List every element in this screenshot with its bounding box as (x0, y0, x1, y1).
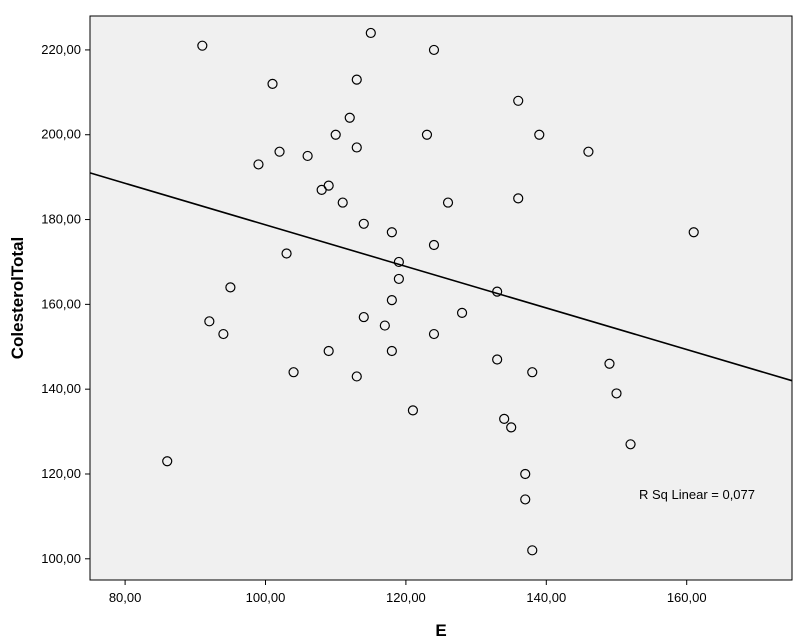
data-point (253, 159, 264, 170)
y-axis: 100,00 120,00 140,00 160,00 180,00 200,00 220,… (41, 42, 90, 566)
data-point (204, 316, 215, 327)
data-point (442, 197, 454, 208)
data-point (625, 439, 636, 450)
data-point (218, 328, 229, 340)
y-tick-label: 100,00 (41, 551, 81, 566)
data-point (351, 142, 362, 153)
data-point (393, 256, 404, 268)
fit-line-group (89, 172, 793, 382)
data-point (456, 307, 468, 318)
data-point (527, 545, 538, 556)
data-point (583, 146, 594, 157)
y-axis-title: ColesterolTotal (8, 237, 27, 359)
plot-area (89, 15, 793, 581)
x-tick-label: 80,00 (109, 590, 142, 605)
data-point (323, 180, 334, 191)
data-point (274, 146, 285, 157)
data-point (351, 74, 362, 85)
data-points (162, 27, 699, 556)
data-point (351, 371, 362, 382)
data-point (225, 282, 236, 293)
data-point (288, 367, 299, 378)
annotation-r-squared: R Sq Linear = 0,077 (639, 487, 755, 502)
data-point (386, 227, 397, 238)
data-point (506, 422, 517, 433)
data-point (513, 95, 524, 106)
data-point (428, 328, 440, 340)
data-point (386, 295, 397, 306)
data-point (379, 320, 390, 331)
x-axis-title: E (435, 621, 446, 640)
y-tick-label: 160,00 (41, 296, 81, 311)
data-point (604, 358, 615, 369)
data-point (337, 197, 348, 208)
data-point (499, 413, 510, 424)
data-point (492, 354, 503, 365)
data-point (527, 367, 538, 378)
x-tick-label: 120,00 (386, 590, 426, 605)
y-tick-label: 200,00 (41, 127, 81, 142)
data-point (492, 286, 503, 297)
data-point (365, 27, 376, 39)
data-point (520, 494, 531, 505)
y-tick-label: 140,00 (41, 381, 81, 396)
x-tick-label: 140,00 (526, 590, 566, 605)
y-tick-label: 120,00 (41, 466, 81, 481)
data-point (281, 248, 292, 259)
y-tick-label: 180,00 (41, 212, 81, 227)
data-point (358, 311, 369, 323)
x-tick-label: 160,00 (667, 590, 707, 605)
data-point (407, 405, 419, 416)
y-tick-label: 220,00 (41, 42, 81, 57)
data-point (428, 44, 440, 56)
x-axis: 80,00 100,00 120,00 140,00 160,00 (109, 580, 707, 605)
data-point (611, 388, 622, 399)
data-point (323, 345, 334, 357)
data-point (197, 40, 208, 51)
data-point (330, 129, 341, 140)
data-point (358, 218, 369, 229)
regression-line (89, 172, 793, 382)
data-point (520, 468, 531, 480)
data-point (534, 129, 545, 140)
x-tick-label: 100,00 (246, 590, 286, 605)
data-point (393, 273, 404, 285)
data-point (267, 78, 278, 89)
data-point (386, 345, 397, 357)
data-point (162, 456, 173, 467)
data-point (688, 227, 699, 238)
data-point (302, 150, 313, 162)
data-point (428, 239, 440, 251)
data-point (344, 112, 355, 123)
data-point (421, 129, 433, 140)
data-point (513, 193, 524, 204)
